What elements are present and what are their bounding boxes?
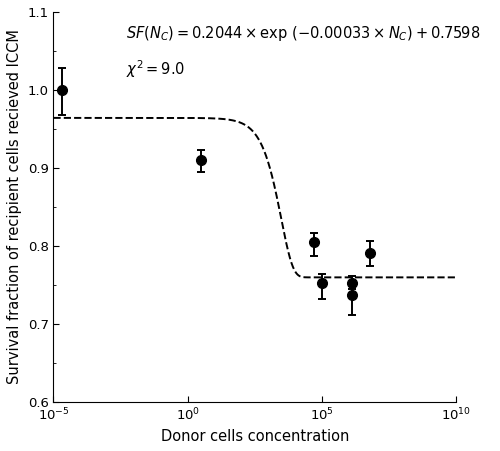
X-axis label: Donor cells concentration: Donor cells concentration — [160, 429, 349, 444]
Y-axis label: Survival fraction of recipient cells recieved ICCM: Survival fraction of recipient cells rec… — [7, 30, 22, 384]
Text: $SF(N_C) = 0.2044 \times \exp\,(-0.00033 \times N_C) + 0.7598$: $SF(N_C) = 0.2044 \times \exp\,(-0.00033… — [126, 23, 480, 43]
Text: $\chi^2 = 9.0$: $\chi^2 = 9.0$ — [126, 59, 186, 80]
